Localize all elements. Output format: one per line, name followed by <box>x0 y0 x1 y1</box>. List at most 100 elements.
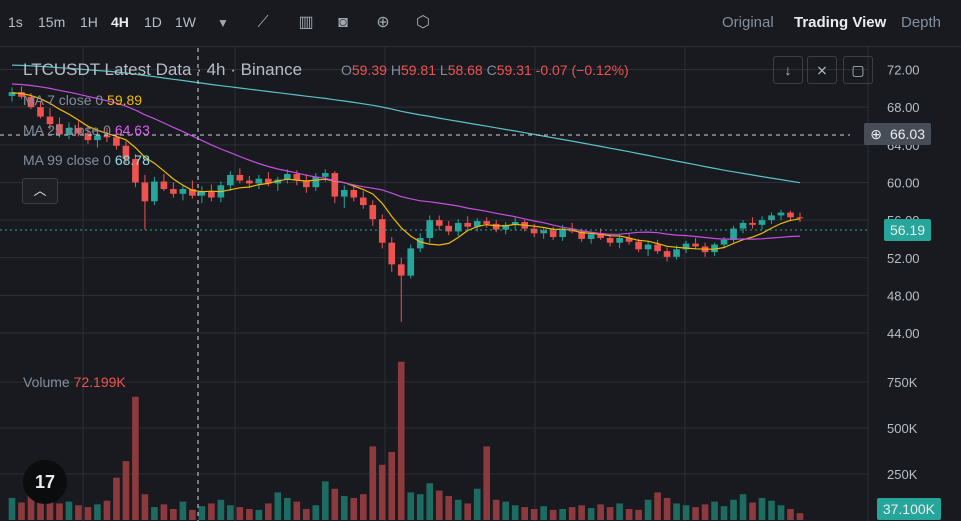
candle-body <box>730 228 737 240</box>
volume-bar <box>208 503 215 520</box>
candle-body <box>359 197 367 206</box>
settings-hex-icon[interactable]: ⬡ <box>416 14 430 31</box>
camera-icon[interactable]: ◙ <box>338 14 348 31</box>
candle-body <box>483 221 491 224</box>
candle-body <box>682 243 690 250</box>
tab-depth[interactable]: Depth <box>901 14 942 31</box>
timeframe-1h[interactable]: 1H <box>80 14 98 30</box>
dropdown-caret-icon[interactable]: ▼ <box>217 16 229 30</box>
volume-bar <box>397 361 405 520</box>
candle-body <box>606 238 614 243</box>
last-volume-tag: 37.100K <box>876 498 941 520</box>
candle-body <box>302 180 310 188</box>
volume-bar <box>606 507 614 520</box>
ohlc-readout: O59.39 H59.81 L58.68 C59.31 -0.07 (−0.12… <box>341 62 629 78</box>
candle-body <box>84 133 92 141</box>
volume-bar <box>464 503 472 520</box>
ma7-value: 59.89 <box>107 92 143 108</box>
plus-circle-icon[interactable]: ⊕ <box>870 126 882 142</box>
ma99-legend: MA 99 close 0 68.78 <box>23 152 150 168</box>
volume-bar <box>27 494 35 520</box>
candle-body <box>711 244 718 253</box>
fullscreen-icon[interactable]: ▢ <box>843 56 873 84</box>
candle-body <box>511 222 519 225</box>
volume-bar <box>787 508 794 520</box>
volume-bar <box>549 509 557 520</box>
volume-bar <box>492 499 500 520</box>
volume-bar <box>568 507 576 520</box>
candle-body <box>530 228 538 234</box>
candle-body <box>796 217 804 219</box>
candle-body <box>492 223 500 230</box>
candle-body <box>65 127 73 135</box>
volume-bar <box>758 497 766 520</box>
volume-bar <box>46 490 54 520</box>
price-tick-label: 48.00 <box>887 288 920 303</box>
candle-body <box>625 238 633 242</box>
candle-body <box>644 244 652 250</box>
candle-body <box>284 174 291 180</box>
candle-body <box>549 230 557 238</box>
timeframe-1w[interactable]: 1W <box>175 14 196 30</box>
ma25-legend: MA 25 close 0 64.63 <box>23 122 150 138</box>
volume-bar <box>578 505 585 520</box>
timeframe-1s[interactable]: 1s <box>8 14 23 30</box>
volume-bar <box>701 504 709 520</box>
candle-type-icon[interactable]: ▥ <box>298 14 314 31</box>
candle-body <box>132 158 139 183</box>
tab-original[interactable]: Original <box>722 14 774 31</box>
volume-bar <box>284 497 291 520</box>
collapse-icon[interactable]: ⨯ <box>807 56 837 84</box>
volume-tick-label: 750K <box>887 375 918 390</box>
volume-bar <box>673 503 680 520</box>
volume-bar <box>18 502 25 520</box>
close-value: 59.31 <box>496 62 532 78</box>
candle-body <box>170 189 177 194</box>
volume-bar <box>473 488 481 520</box>
volume-bar <box>274 492 282 520</box>
candle-body <box>255 178 263 184</box>
candle-body <box>578 231 585 239</box>
candle-body <box>720 239 728 245</box>
volume-bar <box>122 461 130 520</box>
ma7-line <box>11 92 801 250</box>
timeframe-15m[interactable]: 15m <box>38 14 66 30</box>
volume-bar <box>198 506 206 520</box>
candle-body <box>454 222 462 232</box>
volume-bar <box>227 505 234 520</box>
candlestick-chart[interactable]: 72.0068.0064.0060.0056.0052.0048.0044.00… <box>0 46 961 521</box>
candle-body <box>113 137 120 146</box>
price-tick-label: 52.00 <box>887 251 920 266</box>
high-value: 59.81 <box>400 62 436 78</box>
chevron-up-icon[interactable]: ︿ <box>22 178 58 204</box>
volume-bar <box>559 508 566 520</box>
volume-bar <box>37 499 44 520</box>
volume-bar <box>426 483 434 520</box>
volume-bar <box>65 501 73 520</box>
volume-bar <box>113 477 120 520</box>
download-icon[interactable]: ↓ <box>773 56 803 84</box>
candle-body <box>27 96 35 108</box>
volume-bar <box>711 501 718 520</box>
add-circle-icon[interactable]: ⊕ <box>376 14 390 31</box>
volume-bar <box>739 494 747 520</box>
volume-tick-label: 500K <box>887 421 918 436</box>
indicator-chart-icon[interactable]: ⟋ <box>257 14 269 31</box>
volume-bar <box>302 508 310 520</box>
timeframe-4h[interactable]: 4H <box>111 14 129 30</box>
candle-body <box>473 221 481 227</box>
volume-bar <box>340 496 348 520</box>
candle-body <box>616 238 623 243</box>
candle-body <box>540 230 547 234</box>
volume-bar <box>236 507 244 520</box>
timeframe-1d[interactable]: 1D <box>144 14 162 30</box>
candle-body <box>198 191 206 196</box>
volume-bar <box>132 396 139 520</box>
volume-bar <box>141 494 149 520</box>
volume-bar <box>777 505 785 520</box>
candle-body <box>340 190 348 197</box>
candle-body <box>597 234 604 238</box>
volume-bar <box>768 500 775 520</box>
tab-trading-view[interactable]: Trading View <box>794 14 887 31</box>
volume-bar <box>730 499 737 520</box>
